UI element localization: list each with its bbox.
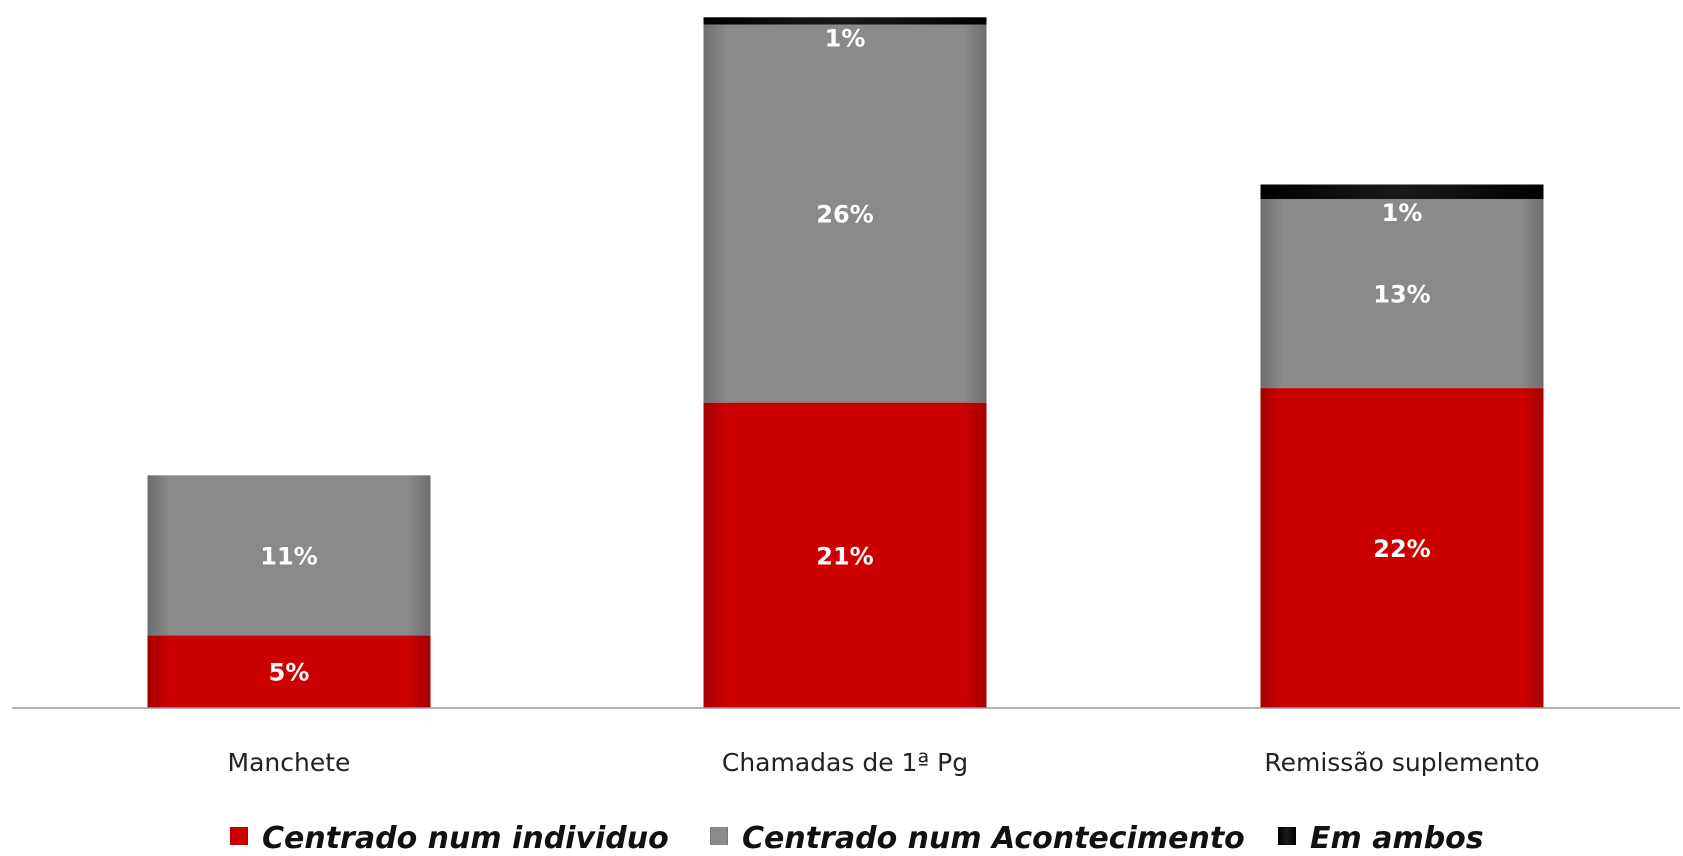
bar-2-3: [1260, 199, 1544, 389]
x-tick-labels: Manchete Chamadas de 1ª Pg Remissão suplem…: [228, 748, 1540, 777]
bar-3-2: [703, 17, 987, 25]
bar-2-2: [703, 24, 987, 403]
x-tick-label-2: Chamadas de 1ª Pg: [722, 748, 968, 777]
legend: Centrado num individuo Centrado num Acont…: [230, 821, 1484, 856]
data-label-3-3: 1%: [1382, 199, 1423, 227]
bar-1-3: [1260, 388, 1544, 708]
legend-swatch-3: [1278, 827, 1296, 845]
legend-label-2: Centrado num Acontecimento: [742, 821, 1245, 856]
legend-label-3: Em ambos: [1310, 821, 1484, 856]
data-label-1-3: 22%: [1373, 535, 1430, 563]
data-label-1-1: 5%: [269, 659, 310, 687]
legend-swatch-1: [230, 827, 248, 845]
legend-swatch-2: [710, 827, 728, 845]
data-label-2-2: 26%: [816, 201, 873, 229]
data-label-2-3: 13%: [1373, 281, 1430, 309]
legend-label-1: Centrado num individuo: [262, 821, 669, 856]
x-tick-label-3: Remissão suplemento: [1264, 748, 1539, 777]
data-label-3-2: 1%: [825, 25, 866, 53]
data-label-2-1: 11%: [260, 542, 317, 570]
bar-2-1: [147, 475, 431, 636]
bars-layer: 5% 11% 21% 26% 1% 22% 13% 1%: [147, 17, 1544, 708]
data-label-1-2: 21%: [816, 542, 873, 570]
bar-3-3: [1260, 184, 1544, 200]
bar-1-1: [147, 635, 431, 708]
bar-1-2: [703, 402, 987, 708]
x-tick-label-1: Manchete: [228, 748, 351, 777]
